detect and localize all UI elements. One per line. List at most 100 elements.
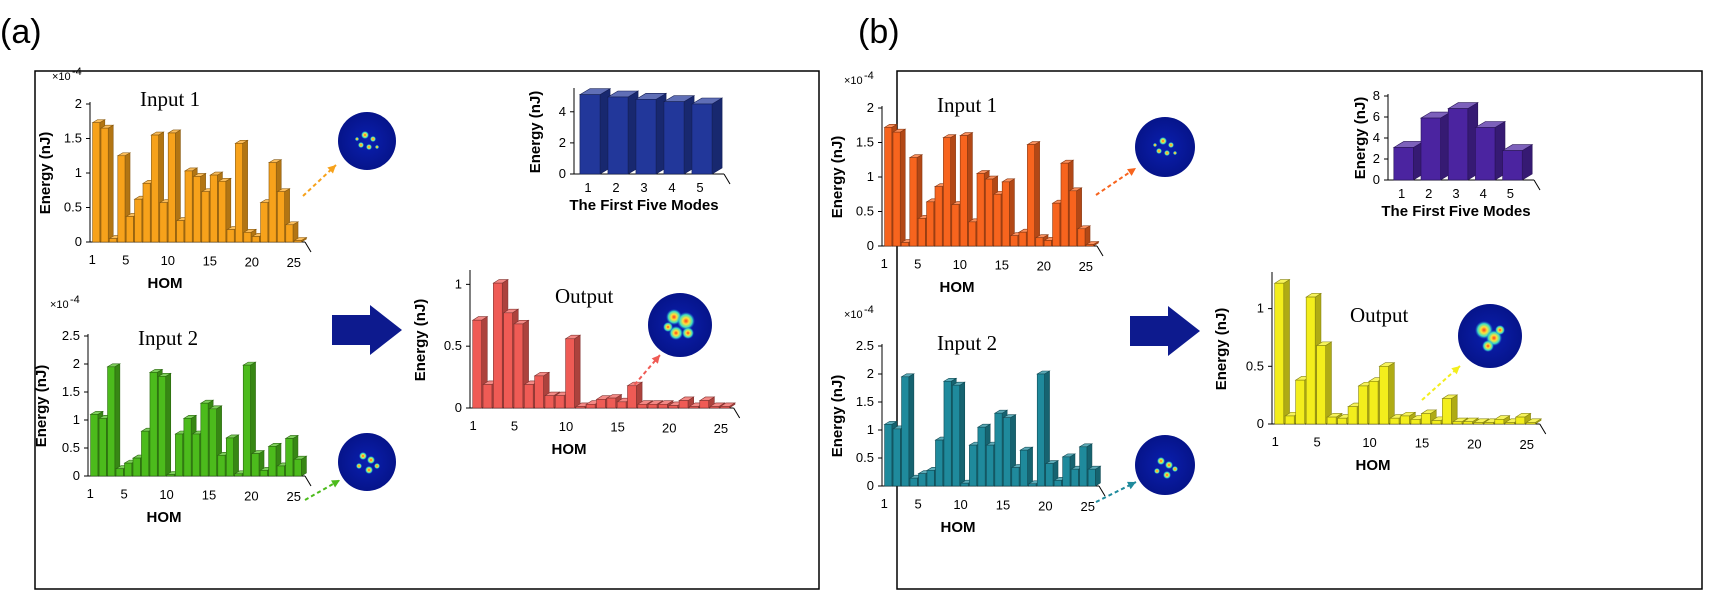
- x-tick-label: 1: [87, 486, 94, 501]
- x-tick-label: 5: [696, 180, 703, 195]
- bar: [634, 92, 668, 175]
- y-axis-label: Energy (nJ): [33, 365, 50, 448]
- y-tick-label: 0: [73, 468, 80, 483]
- y-tick-label: 2.5: [62, 328, 80, 343]
- y-axis-label: Energy (nJ): [412, 299, 429, 382]
- y-axis-label: Energy (nJ): [37, 132, 54, 215]
- bar: [1076, 225, 1092, 247]
- y-exponent-power: -4: [72, 66, 82, 78]
- bar: [1441, 394, 1459, 425]
- y-tick-label: 2.5: [856, 338, 874, 353]
- x-tick-label: 4: [668, 180, 675, 195]
- x-tick-label: 20: [1038, 498, 1052, 513]
- x-axis-depth-line: [1533, 179, 1541, 191]
- beam-profile-icon: [1135, 435, 1195, 495]
- pointer-arrowhead-icon: [1127, 481, 1136, 490]
- transfer-arrow-icon: [332, 305, 402, 355]
- y-tick-label: 1: [75, 165, 82, 180]
- x-tick-label: 3: [1452, 186, 1459, 201]
- chart-title: Output: [1350, 303, 1409, 327]
- bar: [293, 455, 308, 477]
- y-exponent: ×10: [52, 71, 71, 83]
- y-tick-label: 0: [1257, 416, 1264, 431]
- x-axis-label: HOM: [941, 519, 976, 536]
- x-axis-label: The First Five Modes: [569, 197, 718, 214]
- bar: [1315, 341, 1333, 425]
- x-tick-label: 15: [203, 254, 217, 269]
- bar: [1019, 446, 1034, 487]
- y-tick-label: 2: [867, 366, 874, 381]
- x-tick-label: 15: [996, 498, 1010, 513]
- transfer-arrow-icon: [1130, 306, 1200, 356]
- x-tick-label: 10: [953, 497, 967, 512]
- y-tick-label: 8: [1373, 88, 1380, 103]
- bar: [900, 373, 915, 487]
- x-tick-label: 3: [640, 180, 647, 195]
- y-tick-label: 4: [559, 104, 566, 119]
- x-tick-label: 1: [470, 418, 477, 433]
- x-tick-label: 5: [1314, 434, 1321, 449]
- y-tick-label: 0.5: [444, 338, 462, 353]
- x-axis-label: HOM: [1356, 457, 1391, 474]
- x-axis-depth-line: [1096, 245, 1104, 257]
- x-tick-label: 1: [1398, 186, 1405, 201]
- x-tick-label: 5: [1507, 186, 1514, 201]
- y-tick-label: 1: [73, 412, 80, 427]
- bar: [606, 90, 640, 175]
- bar: [1419, 111, 1452, 181]
- y-tick-label: 2: [73, 356, 80, 371]
- x-tick-label: 10: [161, 253, 175, 268]
- x-tick-label: 2: [1425, 186, 1432, 201]
- x-axis-depth-line: [304, 475, 312, 487]
- beam-profile-icon: [338, 112, 396, 170]
- x-tick-label: 20: [245, 254, 259, 269]
- bar: [1001, 178, 1016, 247]
- panel-b-frame: [896, 70, 1703, 590]
- bar: [951, 381, 966, 487]
- y-tick-label: 2: [75, 96, 82, 111]
- x-axis-label: The First Five Modes: [1381, 203, 1530, 220]
- y-exponent: ×10: [50, 299, 69, 311]
- y-exponent-power: -4: [864, 70, 874, 82]
- y-exponent-power: -4: [70, 294, 80, 306]
- y-tick-label: 0: [867, 238, 874, 253]
- y-tick-label: 0.5: [1246, 358, 1264, 373]
- pointer-arrow: [1421, 365, 1461, 401]
- bar: [293, 236, 308, 243]
- x-tick-label: 1: [881, 256, 888, 271]
- bar: [678, 396, 695, 409]
- y-tick-label: 0.5: [856, 450, 874, 465]
- bar: [891, 128, 907, 247]
- pointer-arrowhead-icon: [331, 480, 340, 488]
- x-tick-label: 1: [881, 496, 888, 511]
- y-tick-label: 2: [559, 135, 566, 150]
- beam-profile-icon: [648, 293, 712, 357]
- bar: [1026, 141, 1041, 247]
- pointer-arrowhead-icon: [327, 165, 336, 174]
- bar: [106, 363, 121, 477]
- x-tick-label: 25: [287, 255, 301, 270]
- y-axis-label: Energy (nJ): [527, 91, 544, 174]
- y-tick-label: 0: [455, 400, 462, 415]
- x-tick-label: 20: [662, 420, 676, 435]
- bar: [1392, 140, 1425, 181]
- bar: [719, 402, 736, 409]
- x-tick-label: 1: [1272, 434, 1279, 449]
- beam-profile-icon: [338, 433, 396, 491]
- x-tick-label: 5: [914, 256, 921, 271]
- panel-a-frame: [34, 70, 820, 590]
- x-tick-label: 25: [1520, 437, 1534, 452]
- x-axis-label: HOM: [552, 441, 587, 458]
- bar: [157, 372, 172, 477]
- bar: [1474, 120, 1507, 181]
- beam-profile-icon: [1135, 117, 1195, 177]
- chart-title: Input 2: [937, 331, 997, 355]
- chart-title: Input 2: [138, 326, 198, 350]
- y-tick-label: 1.5: [856, 135, 874, 150]
- y-tick-label: 1.5: [62, 384, 80, 399]
- x-tick-label: 25: [1081, 499, 1095, 514]
